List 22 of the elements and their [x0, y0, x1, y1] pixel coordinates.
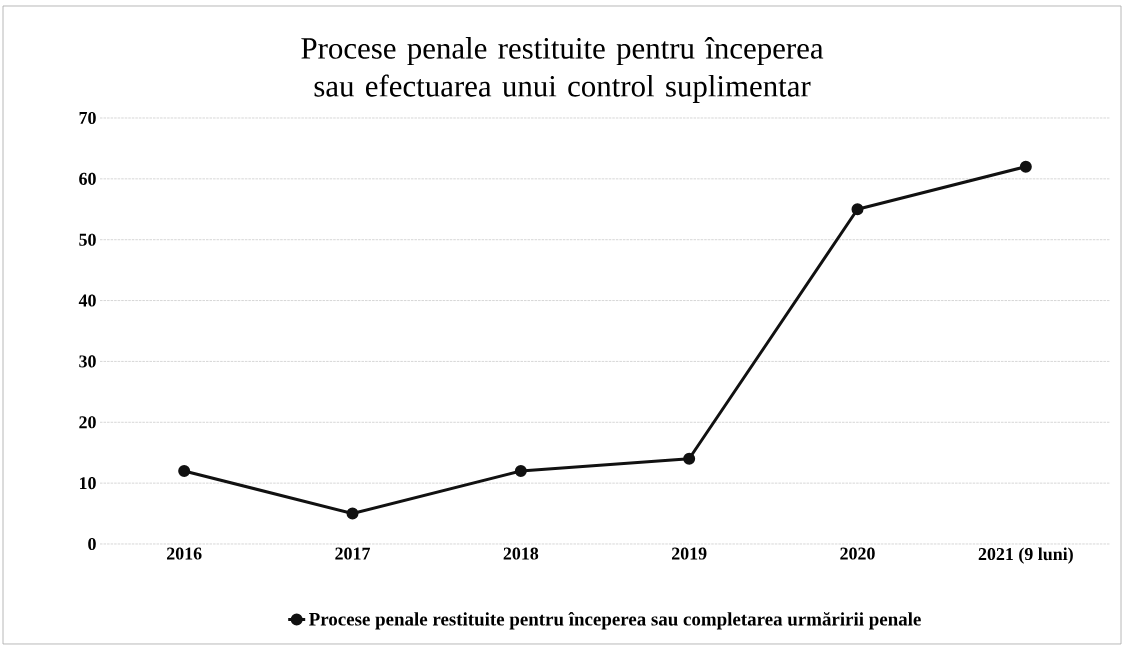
legend-label: Procese penale restituite pentru începerea sau completarea urmăririi penale: [309, 612, 921, 630]
point: [683, 452, 696, 465]
point: [346, 507, 359, 520]
y-tick-label: 30: [79, 355, 96, 368]
x-tick-label: 2016: [166, 547, 202, 560]
point: [514, 464, 527, 477]
y-tick-label: 50: [79, 233, 96, 246]
chart-title: Procese penale restituite pentru începerea sau efectuarea unui control suplimentar: [301, 37, 824, 103]
y-tick-label: 60: [79, 172, 96, 185]
x-tick-label: 2017: [335, 547, 370, 560]
y-tick-label: 10: [79, 477, 96, 490]
point: [178, 464, 191, 477]
point: [851, 203, 864, 216]
x-tick-label: 2018: [503, 547, 539, 560]
y-tick-label: 20: [79, 416, 96, 429]
y-tick-label: 0: [88, 537, 96, 551]
y-tick-label: 70: [79, 111, 96, 125]
x-tick-label: 2019: [671, 547, 707, 560]
x-tick-label: 2020: [840, 547, 875, 560]
y-tick-label: 40: [78, 294, 96, 307]
x-tick-label: 2021 (9 luni): [978, 547, 1073, 564]
point: [1019, 160, 1032, 173]
